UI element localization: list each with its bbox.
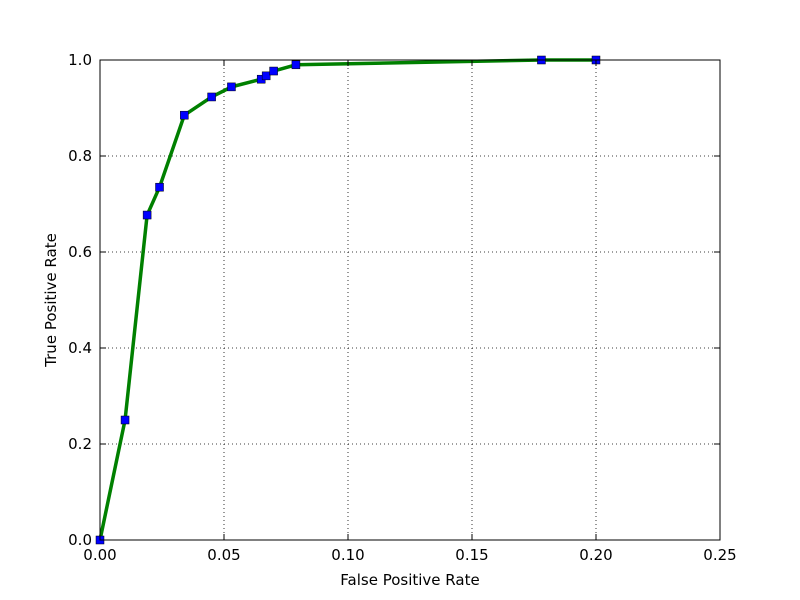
x-tick-label: 0.00: [83, 546, 116, 564]
plot-frame: [99, 59, 721, 541]
x-tick-label: 0.25: [703, 546, 736, 564]
x-tick-label: 0.10: [331, 546, 364, 564]
y-tick-label: 0.6: [68, 243, 92, 261]
x-axis-label: False Positive Rate: [340, 571, 479, 589]
marker: [291, 60, 301, 70]
marker: [227, 82, 236, 92]
marker: [207, 92, 216, 102]
y-tick-label: 0.4: [68, 339, 92, 357]
marker: [269, 66, 278, 76]
x-tick-label: 0.20: [579, 546, 612, 564]
x-tick-label: 0.15: [455, 546, 488, 564]
y-tick-label: 0.2: [68, 435, 92, 453]
y-tick-label: 0.0: [68, 531, 92, 549]
marker: [261, 71, 271, 81]
marker: [180, 110, 189, 120]
marker: [120, 415, 130, 425]
y-tick-label: 0.8: [68, 147, 92, 165]
marker: [155, 182, 164, 192]
axes: 0.00 0.05 0.10 0.15 0.20 0.25 0.0 0.2 0.4 0.6 0.8 1…: [68, 51, 737, 564]
x-tick-label: 0.05: [207, 546, 240, 564]
y-tick-label: 1.0: [68, 51, 92, 69]
y-axis-label: True Positive Rate: [42, 233, 60, 368]
marker: [142, 210, 152, 220]
